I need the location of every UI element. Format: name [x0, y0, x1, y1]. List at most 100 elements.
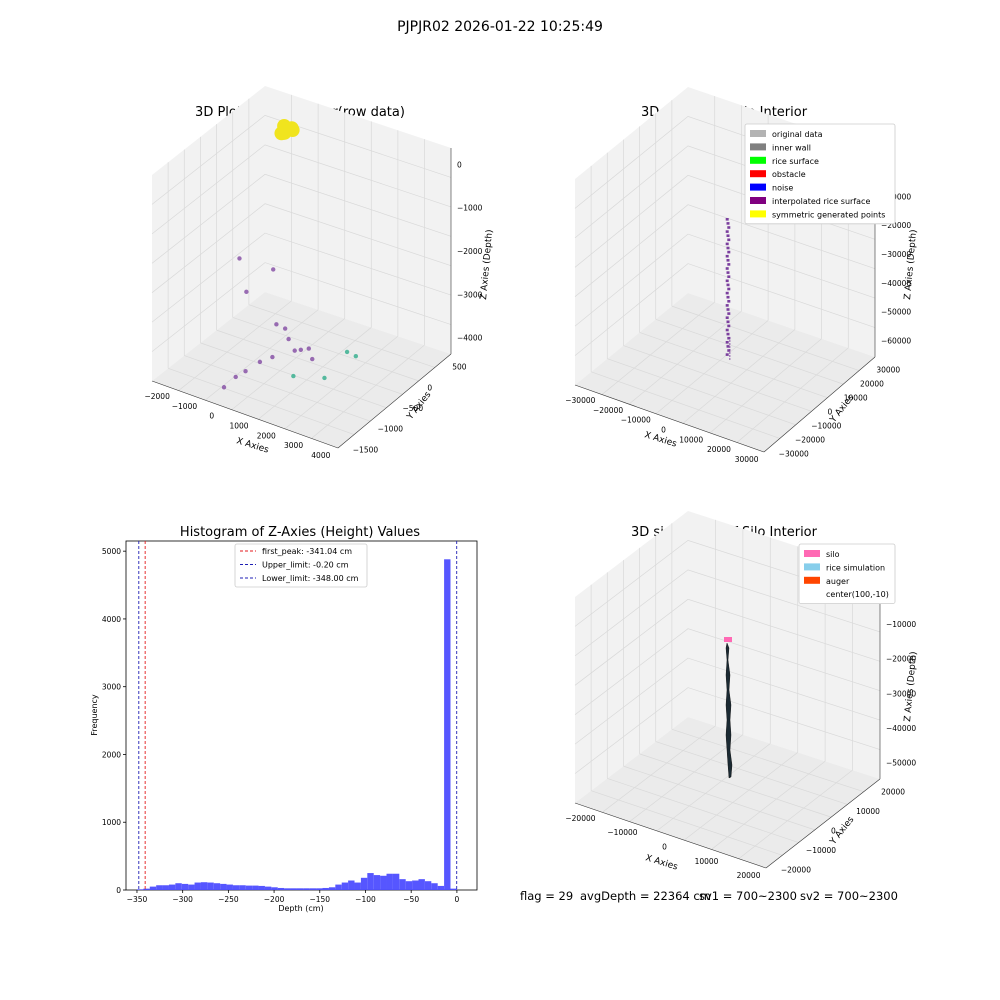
panel-1-wall-gridline [151, 232, 452, 323]
panel-2-x-tick-label: 30000 [735, 455, 759, 464]
panel-4-x-tick-label: −10000 [607, 828, 637, 837]
panel-1-floor-gridline [168, 367, 355, 435]
panel-2-x-tick-label: 10000 [679, 435, 703, 444]
panel-2-legend-label: symmetric generated points [772, 210, 885, 219]
panel-1-y-tick-label: −500 [403, 404, 424, 413]
footer-sv1: sv1 = 700~2300 [699, 889, 797, 903]
panel-4-legend-frame [798, 543, 896, 604]
footer-avg-depth: avgDepth = 22364 cm [580, 889, 711, 903]
panel-2-interpolated-point [725, 316, 729, 319]
panel-4-legend-label: silo [826, 550, 840, 559]
panel-4-legend-label: rice simulation [826, 563, 885, 572]
panel-2-interpolated-point [726, 295, 730, 299]
panel-1-floor-gridline [258, 327, 372, 420]
panel-1-floor-gridline [178, 300, 292, 391]
panel-2-z-tick-label: −30000 [881, 250, 911, 259]
panel-2-interpolated-point [725, 218, 729, 221]
histogram-bar [424, 881, 432, 890]
panel-2-interpolated-point [727, 287, 731, 291]
panel-4-floor-gridline [629, 734, 744, 822]
histogram-bar [290, 888, 297, 890]
panel-1-point-purple [237, 256, 242, 261]
panel-2-y-axis-line [763, 356, 876, 453]
panel-1-x-tick-label: 2000 [257, 431, 276, 440]
panel-1-wall-gridline [151, 115, 452, 205]
panel-4-x-axis-line [574, 802, 767, 869]
panel-4-floor-gridline [711, 761, 826, 850]
histogram-bar [335, 884, 342, 890]
panel-1-floor-gridline [232, 317, 419, 382]
panel-2-interpolated-point [725, 353, 729, 356]
histogram-bar [328, 887, 336, 890]
panel-4-xlabel: X Axies [644, 853, 679, 872]
panel-2-floor-gridline [709, 338, 822, 434]
panel-4-y-tick-label: 0 [831, 827, 836, 836]
panel-2-interpolated-point [725, 230, 729, 233]
panel-1-point-purple [310, 356, 315, 362]
histogram-bar [322, 887, 329, 890]
panel-1-point-purple [282, 326, 288, 331]
histogram-bar [431, 883, 438, 890]
panel-2-interpolated-point [729, 343, 731, 345]
panel-2-floor-gridline [682, 329, 796, 424]
panel-2-z-tick-label: −50000 [881, 308, 911, 317]
panel-2-legend-swatch [750, 143, 766, 151]
panel-1-point-purple [244, 289, 249, 295]
panel-2-floor-gridline [639, 332, 828, 399]
panel-2-interpolated-point [725, 279, 729, 283]
panel-1-y-tick-label: −1000 [378, 425, 404, 434]
histogram-bar [239, 885, 246, 890]
panel-2-y-tick-label: −10000 [811, 421, 841, 430]
panel-2-interpolated-point [725, 242, 729, 246]
histogram-x-tick-label: −200 [264, 895, 285, 904]
panel-4-z-tick-label: −20000 [886, 655, 916, 664]
histogram-bar [412, 880, 419, 890]
panel-2-y-tick-label: 20000 [860, 380, 884, 389]
panel-2-legend-label: interpolated rice surface [772, 197, 870, 206]
panel-2-legend: original data inner wall rice surface obsta… [744, 123, 896, 225]
histogram-y-tick-label: 0 [116, 886, 121, 895]
panel-2-x-tick-label: −10000 [621, 416, 651, 425]
panel-1-point-purple [286, 336, 291, 342]
panel-2-interpolated-point [729, 340, 731, 342]
panel-2-interpolated-point [727, 349, 731, 352]
histogram-x-tick-label: 0 [455, 895, 460, 904]
panel-2-interpolated-point [726, 246, 730, 250]
histogram-bar [277, 887, 285, 890]
panel-1-z-tick-label: −2000 [457, 247, 483, 256]
footer-flag: flag = 29 [520, 889, 573, 903]
panel-1-x-tick-label: −1000 [172, 402, 198, 411]
panel-2-interpolated-point [729, 358, 731, 360]
panel-2-floor-gridline [591, 371, 780, 439]
panel-2-wall-gridline [574, 204, 876, 297]
panel-1-point-teal [291, 373, 296, 379]
panel-1-z-tick-label: 0 [457, 160, 462, 169]
panel-1-point-purple [221, 385, 227, 390]
panel-4-floor-gridline [683, 752, 798, 841]
histogram-bar [399, 879, 406, 890]
histogram-bar [360, 877, 368, 890]
panel-4-floor-gridline [607, 778, 799, 843]
panel-2-x-tick-label: −20000 [593, 406, 623, 415]
histogram-x-tick-label: −250 [218, 895, 239, 904]
panel-2-interpolated-point [726, 308, 730, 311]
panel-4-y-tick-label: 10000 [856, 807, 880, 816]
panel-1-y-tick-label: 500 [452, 363, 467, 372]
panel-4-wall-gridline [574, 598, 881, 686]
panel-4-rice-column [725, 642, 733, 779]
panel-4-floor-gridline [591, 790, 783, 856]
panel-2-y-tick-label: −20000 [795, 435, 825, 444]
panel-2-interpolated-point [727, 275, 731, 278]
panel-4-x-tick-label: 20000 [737, 871, 761, 880]
panel-1-x-axis-line [151, 380, 339, 449]
panel-2-z-tick-label: −10000 [881, 192, 911, 201]
histogram-bar [354, 882, 361, 890]
panel-2-interpolated-point [725, 328, 729, 332]
panel-4-floor-gridline [656, 743, 771, 832]
panel-4-legend-swatch [804, 563, 820, 571]
panel-4-legend-swatch [804, 550, 820, 557]
panel-1-wall-gridline [151, 262, 452, 352]
panel-4-z-tick-label: −40000 [886, 724, 916, 733]
panel-2-floor-gridline [623, 345, 812, 412]
panel-4-silo-marker [724, 637, 732, 642]
